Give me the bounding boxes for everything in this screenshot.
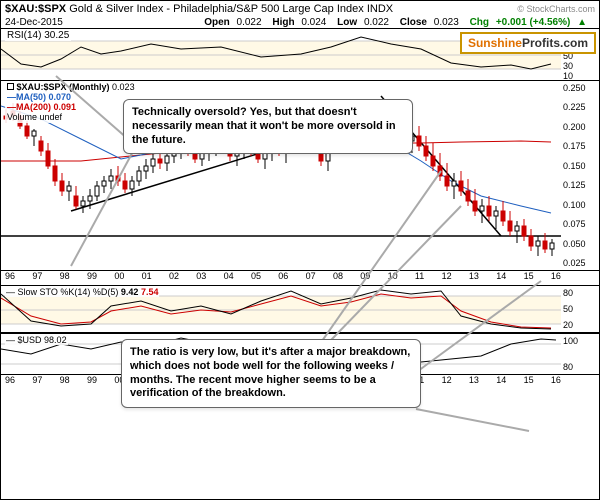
chart-header: $XAU:$SPX Gold & Silver Index - Philadel… [1, 1, 599, 17]
rsi-panel: RSI(14) 30.25 9070503010 SunshineProfits… [1, 29, 599, 81]
chart-title: Gold & Silver Index - Philadelphia/S&P 5… [69, 3, 364, 15]
callout-breakdown: The ratio is very low, but it's after a … [121, 339, 421, 408]
main-legend: $XAU:$SPX (Monthly) 0.023 —MA(50) 0.070 … [5, 81, 137, 123]
source-attribution: © StockCharts.com [517, 4, 595, 14]
symbol: $XAU:$SPX [5, 3, 66, 15]
index-suffix: INDX [367, 3, 393, 15]
watermark: SunshineProfits.com [460, 32, 596, 54]
x-axis: 9697989900010203040506070809101112131415… [1, 271, 599, 281]
chart-date: 24-Dec-2015 [5, 17, 63, 28]
ohlc-bar: Open 0.022 High 0.024 Low 0.022 Close 0.… [204, 17, 595, 28]
stochastic-panel: — Slow STO %K(14) %D(5) 9.42 7.54 805020 [1, 285, 599, 333]
callout-oversold: Technically oversold? Yes, but that does… [123, 99, 413, 154]
